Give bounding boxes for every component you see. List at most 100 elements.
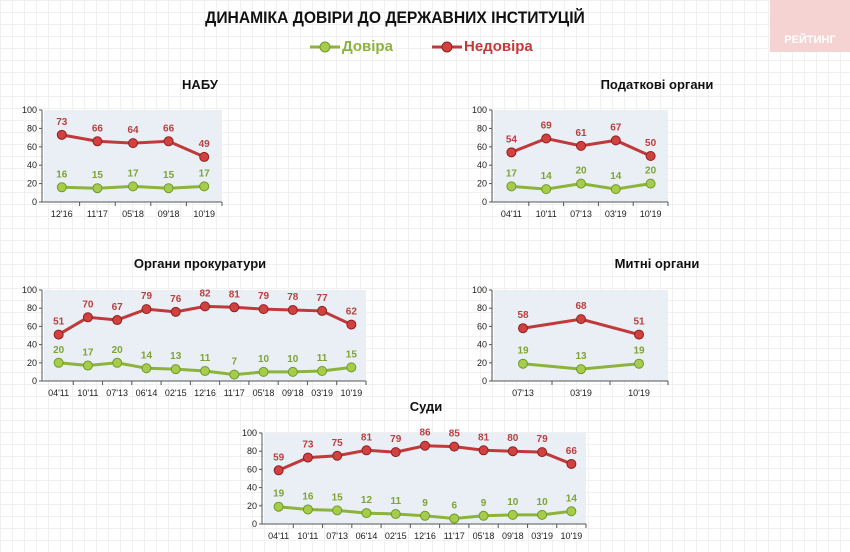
data-point bbox=[645, 178, 656, 189]
data-point bbox=[56, 182, 67, 193]
data-label: 66 bbox=[163, 123, 175, 134]
data-label: 82 bbox=[199, 288, 211, 299]
x-tick-label: 09'18 bbox=[282, 388, 304, 398]
data-label: 20 bbox=[645, 166, 657, 177]
y-tick-label: 80 bbox=[477, 123, 487, 133]
data-point bbox=[82, 312, 93, 323]
data-label: 20 bbox=[53, 345, 65, 356]
data-label: 10 bbox=[258, 354, 270, 365]
y-tick-label: 0 bbox=[252, 519, 257, 529]
data-label: 79 bbox=[537, 434, 549, 445]
y-tick-label: 100 bbox=[22, 105, 37, 115]
data-label: 10 bbox=[287, 354, 299, 365]
x-tick-label: 02'15 bbox=[385, 531, 407, 541]
x-tick-label: 05'18 bbox=[473, 531, 495, 541]
data-label: 79 bbox=[258, 291, 270, 302]
data-point bbox=[302, 452, 313, 463]
data-point bbox=[541, 184, 552, 195]
y-tick-label: 60 bbox=[27, 321, 37, 331]
data-point bbox=[287, 305, 298, 316]
x-tick-label: 09'18 bbox=[502, 531, 524, 541]
data-point bbox=[576, 364, 586, 375]
data-point bbox=[170, 306, 181, 317]
data-label: 16 bbox=[302, 491, 314, 502]
data-point bbox=[273, 465, 284, 476]
y-tick-label: 20 bbox=[247, 501, 257, 511]
data-label: 70 bbox=[82, 299, 94, 310]
data-label: 62 bbox=[346, 307, 358, 318]
data-label: 14 bbox=[541, 171, 553, 182]
data-point bbox=[53, 329, 64, 340]
legend-item-distrust: Недовіра bbox=[432, 38, 533, 55]
x-tick-label: 02'15 bbox=[165, 388, 187, 398]
data-point bbox=[610, 135, 621, 146]
x-tick-label: 07'13 bbox=[106, 388, 128, 398]
x-tick-label: 11'17 bbox=[87, 209, 108, 219]
data-point bbox=[332, 505, 343, 516]
data-point bbox=[506, 181, 517, 192]
legend-label: Довіра bbox=[342, 38, 393, 55]
data-point bbox=[576, 178, 586, 189]
data-point bbox=[346, 319, 357, 330]
y-tick-label: 100 bbox=[242, 428, 257, 438]
data-label: 79 bbox=[141, 291, 153, 302]
y-tick-label: 0 bbox=[482, 197, 487, 207]
data-point bbox=[112, 357, 123, 368]
x-tick-label: 09'18 bbox=[158, 209, 180, 219]
x-tick-label: 12'16 bbox=[194, 388, 216, 398]
x-tick-label: 10'19 bbox=[560, 531, 582, 541]
data-point bbox=[541, 133, 552, 144]
data-label: 9 bbox=[481, 498, 487, 509]
data-point bbox=[390, 447, 401, 458]
data-label: 75 bbox=[332, 438, 344, 449]
data-label: 67 bbox=[112, 302, 124, 313]
data-point bbox=[507, 509, 518, 520]
data-point bbox=[576, 314, 586, 325]
y-tick-label: 20 bbox=[27, 358, 37, 368]
data-label: 13 bbox=[170, 351, 182, 362]
data-label: 58 bbox=[517, 310, 529, 321]
data-label: 17 bbox=[199, 168, 211, 179]
y-tick-label: 100 bbox=[22, 285, 37, 295]
data-point bbox=[141, 304, 152, 315]
x-tick-label: 12'16 bbox=[51, 209, 73, 219]
chart-title: Суди bbox=[410, 399, 443, 414]
data-point bbox=[317, 365, 328, 376]
data-label: 11 bbox=[317, 353, 328, 364]
x-tick-label: 10'11 bbox=[536, 209, 557, 219]
x-tick-label: 04'11 bbox=[501, 209, 522, 219]
data-label: 20 bbox=[112, 345, 124, 356]
data-point bbox=[537, 509, 548, 520]
data-label: 73 bbox=[56, 117, 68, 128]
y-tick-label: 60 bbox=[247, 464, 257, 474]
data-point bbox=[112, 315, 123, 326]
data-point bbox=[92, 136, 103, 147]
data-label: 15 bbox=[332, 492, 344, 503]
data-point bbox=[128, 138, 138, 149]
data-point bbox=[82, 360, 93, 371]
data-label: 50 bbox=[645, 138, 657, 149]
data-label: 19 bbox=[517, 346, 529, 357]
data-label: 68 bbox=[575, 301, 587, 312]
x-tick-label: 10'11 bbox=[77, 388, 98, 398]
y-tick-label: 40 bbox=[247, 483, 257, 493]
data-point bbox=[390, 508, 401, 519]
data-label: 9 bbox=[422, 498, 428, 509]
legend-label: Недовіра bbox=[464, 38, 533, 55]
data-point bbox=[478, 445, 489, 456]
x-tick-label: 03'19 bbox=[570, 388, 592, 398]
data-point bbox=[610, 184, 621, 195]
data-label: 7 bbox=[231, 357, 237, 368]
green-marker-icon bbox=[310, 41, 340, 52]
data-point bbox=[518, 323, 528, 334]
y-tick-label: 40 bbox=[477, 340, 487, 350]
y-tick-label: 60 bbox=[27, 142, 37, 152]
y-tick-label: 40 bbox=[477, 160, 487, 170]
y-tick-label: 80 bbox=[27, 123, 37, 133]
y-tick-label: 80 bbox=[247, 446, 257, 456]
data-label: 49 bbox=[199, 139, 211, 150]
data-label: 79 bbox=[390, 434, 402, 445]
y-tick-label: 60 bbox=[477, 142, 487, 152]
x-tick-label: 07'13 bbox=[570, 209, 592, 219]
